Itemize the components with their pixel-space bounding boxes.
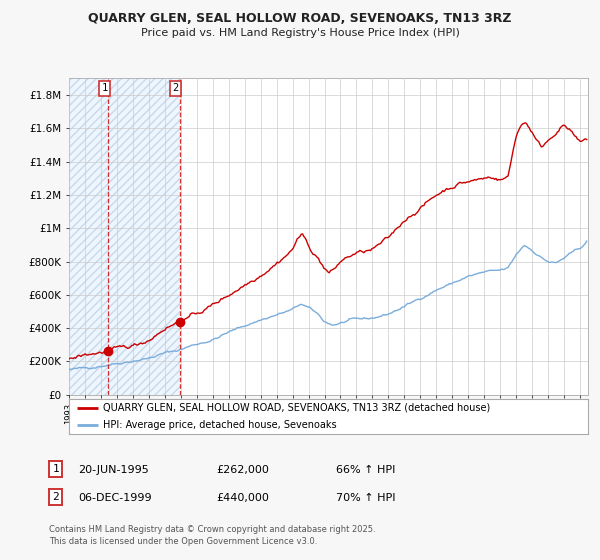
Text: 2: 2 [173, 83, 179, 94]
Text: 1: 1 [101, 83, 107, 94]
Text: Contains HM Land Registry data © Crown copyright and database right 2025.
This d: Contains HM Land Registry data © Crown c… [49, 525, 376, 546]
Text: 2: 2 [52, 492, 59, 502]
Text: 06-DEC-1999: 06-DEC-1999 [78, 493, 152, 503]
Text: 1: 1 [52, 464, 59, 474]
Text: QUARRY GLEN, SEAL HOLLOW ROAD, SEVENOAKS, TN13 3RZ: QUARRY GLEN, SEAL HOLLOW ROAD, SEVENOAKS… [88, 12, 512, 25]
Text: HPI: Average price, detached house, Sevenoaks: HPI: Average price, detached house, Seve… [103, 421, 337, 430]
Text: 66% ↑ HPI: 66% ↑ HPI [336, 465, 395, 475]
Bar [109, 78, 179, 395]
Text: £440,000: £440,000 [216, 493, 269, 503]
Bar [69, 78, 109, 395]
Text: £262,000: £262,000 [216, 465, 269, 475]
Bar [69, 78, 109, 395]
Bar [109, 78, 179, 395]
Text: Price paid vs. HM Land Registry's House Price Index (HPI): Price paid vs. HM Land Registry's House … [140, 28, 460, 38]
Text: QUARRY GLEN, SEAL HOLLOW ROAD, SEVENOAKS, TN13 3RZ (detached house): QUARRY GLEN, SEAL HOLLOW ROAD, SEVENOAKS… [103, 403, 490, 413]
Text: 70% ↑ HPI: 70% ↑ HPI [336, 493, 395, 503]
Text: 20-JUN-1995: 20-JUN-1995 [78, 465, 149, 475]
